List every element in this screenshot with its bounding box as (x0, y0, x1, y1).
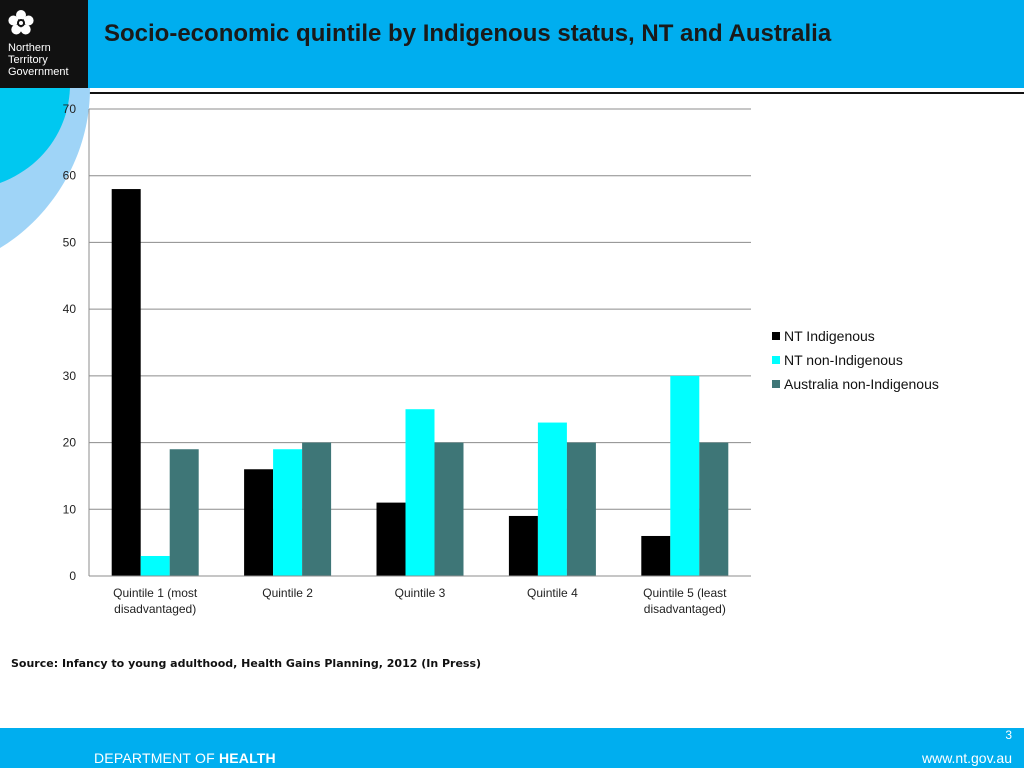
y-tick-label: 0 (69, 569, 76, 583)
y-tick-label: 30 (63, 369, 77, 383)
footer-bar: 3 DEPARTMENT OF HEALTH www.nt.gov.au (0, 728, 1024, 768)
page-number: 3 (1005, 728, 1012, 742)
bar (244, 469, 274, 576)
flower-icon (8, 10, 34, 35)
x-tick-label: Quintile 2 (262, 586, 313, 600)
bar (273, 449, 303, 576)
bar (169, 449, 199, 576)
department-name: DEPARTMENT OF HEALTH (94, 750, 276, 766)
bar (434, 442, 464, 576)
y-tick-label: 60 (63, 169, 77, 183)
legend-swatch (772, 380, 780, 388)
header-bar: Northern Territory Government Socio-econ… (0, 0, 1024, 88)
nt-government-logo: Northern Territory Government (0, 0, 88, 88)
x-tick-line: disadvantaged) (114, 602, 196, 616)
website-link[interactable]: www.nt.gov.au (921, 750, 1012, 766)
x-tick-label: Quintile 4 (527, 586, 578, 600)
department-prefix: DEPARTMENT OF (94, 750, 219, 766)
legend-label: NT Indigenous (784, 328, 875, 344)
x-tick-line: Quintile 4 (527, 586, 578, 600)
bar (111, 189, 141, 577)
source-note: Source: Infancy to young adulthood, Heal… (11, 657, 482, 670)
bar (302, 442, 332, 576)
bar (699, 442, 729, 576)
bar-chart: 0 10 20 30 40 50 60 70 Quintile 1 (most disadvan… (63, 102, 939, 616)
x-tick-line: disadvantaged) (644, 602, 726, 616)
legend-swatch (772, 332, 780, 340)
y-tick-label: 40 (63, 302, 77, 316)
department-bold: HEALTH (218, 750, 276, 766)
decorative-arc (0, 88, 90, 248)
bar (508, 515, 538, 576)
x-tick-label: Quintile 3 (395, 586, 446, 600)
bar (376, 502, 406, 576)
x-tick-line: Quintile 3 (395, 586, 446, 600)
bar (537, 422, 567, 576)
logo-text: Northern Territory Government (8, 42, 69, 78)
x-tick-label: Quintile 1 (most disadvantaged) (113, 586, 198, 616)
bar (670, 375, 700, 576)
legend-label: NT non-Indigenous (784, 352, 903, 368)
x-tick-line: Quintile 1 (most (113, 586, 198, 600)
x-tick-line: Quintile 5 (least (643, 586, 727, 600)
legend-label: Australia non-Indigenous (784, 376, 939, 392)
x-tick-label: Quintile 5 (least disadvantaged) (643, 586, 727, 616)
bar (140, 555, 170, 576)
bar (641, 535, 671, 576)
y-tick-label: 70 (63, 102, 77, 116)
header-divider (88, 92, 1024, 94)
x-tick-line: Quintile 2 (262, 586, 313, 600)
y-tick-label: 10 (63, 502, 77, 516)
y-tick-label: 50 (63, 235, 77, 249)
bar (566, 442, 596, 576)
legend-swatch (772, 356, 780, 364)
bar (405, 409, 435, 576)
y-tick-label: 20 (63, 436, 77, 450)
page-title: Socio-economic quintile by Indigenous st… (104, 20, 832, 47)
